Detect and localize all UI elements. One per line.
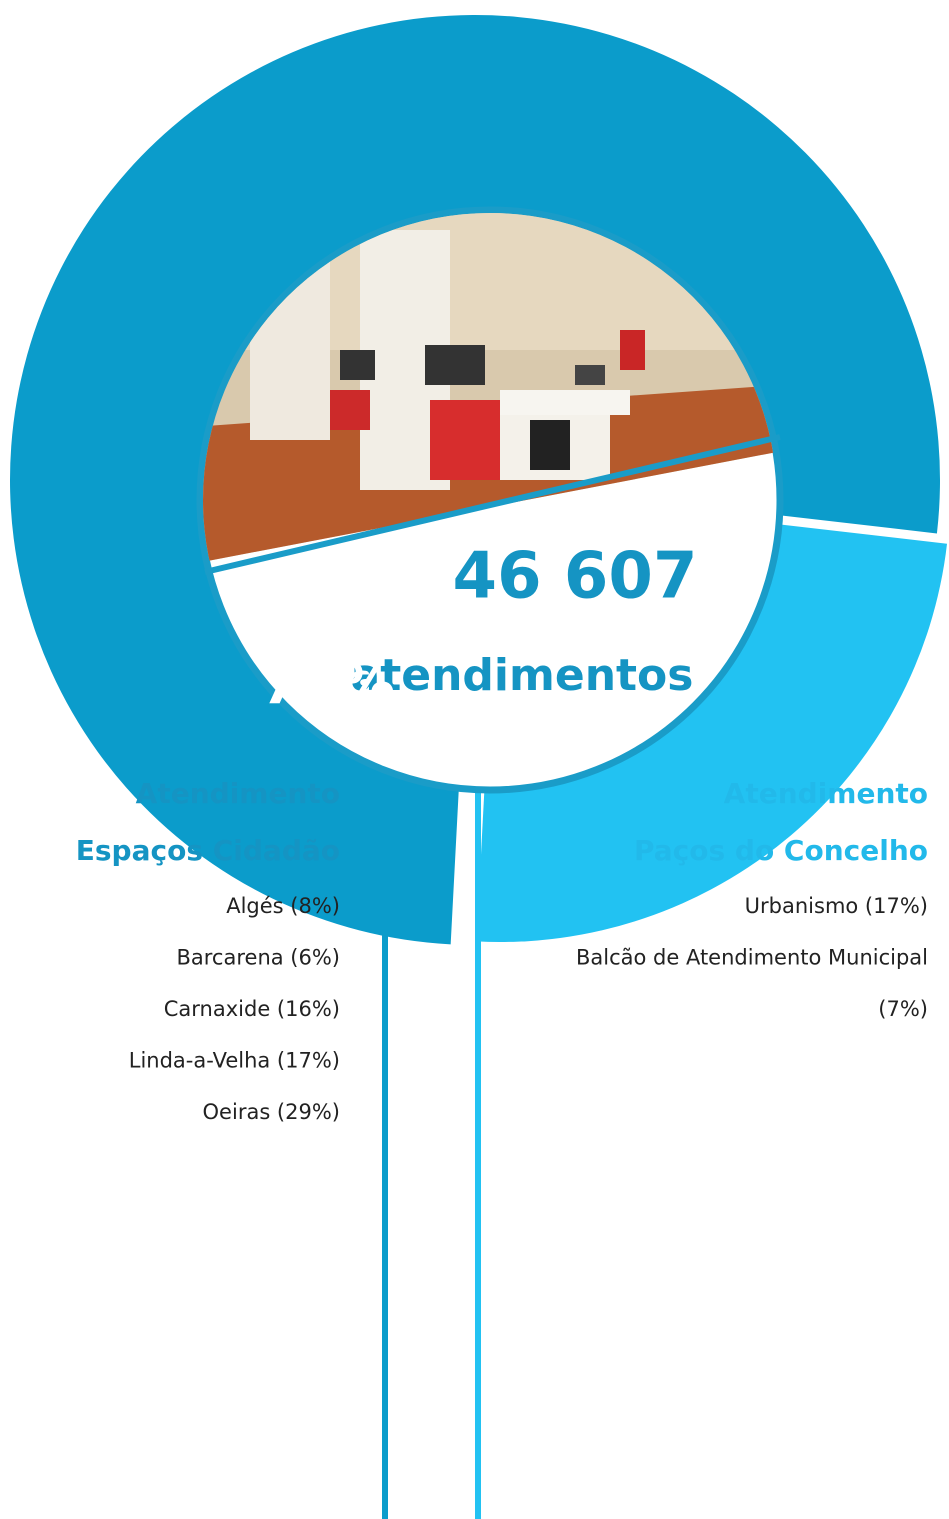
page: 46 607 atendimentos 76% 24% Atendimento Esp…	[0, 0, 949, 1519]
group-heading: Atendimento	[724, 777, 928, 810]
infographic: 46 607 atendimentos 76% 24% Atendimento Esp…	[0, 0, 949, 1519]
value-label: 76%	[261, 652, 395, 717]
group-item: (7%)	[878, 997, 928, 1021]
group-item: Linda-a-Velha (17%)	[129, 1049, 340, 1073]
total: 46 607	[453, 540, 698, 614]
total-label: atendimentos	[351, 650, 694, 701]
group-item: Barcarena (6%)	[176, 946, 340, 970]
group-item: Urbanismo (17%)	[745, 894, 928, 918]
group-heading: Paços do Concelho	[634, 834, 928, 867]
group-item: Carnaxide (16%)	[164, 997, 340, 1021]
value-label: 24%	[497, 697, 631, 762]
group-item: Balcão de Atendimento Municipal	[576, 946, 928, 970]
group-item: Oeiras (29%)	[203, 1100, 340, 1124]
group-heading: Atendimento	[136, 777, 340, 810]
group-heading: Espaços Cidadão	[76, 834, 340, 867]
group-item: Algés (8%)	[226, 894, 340, 918]
